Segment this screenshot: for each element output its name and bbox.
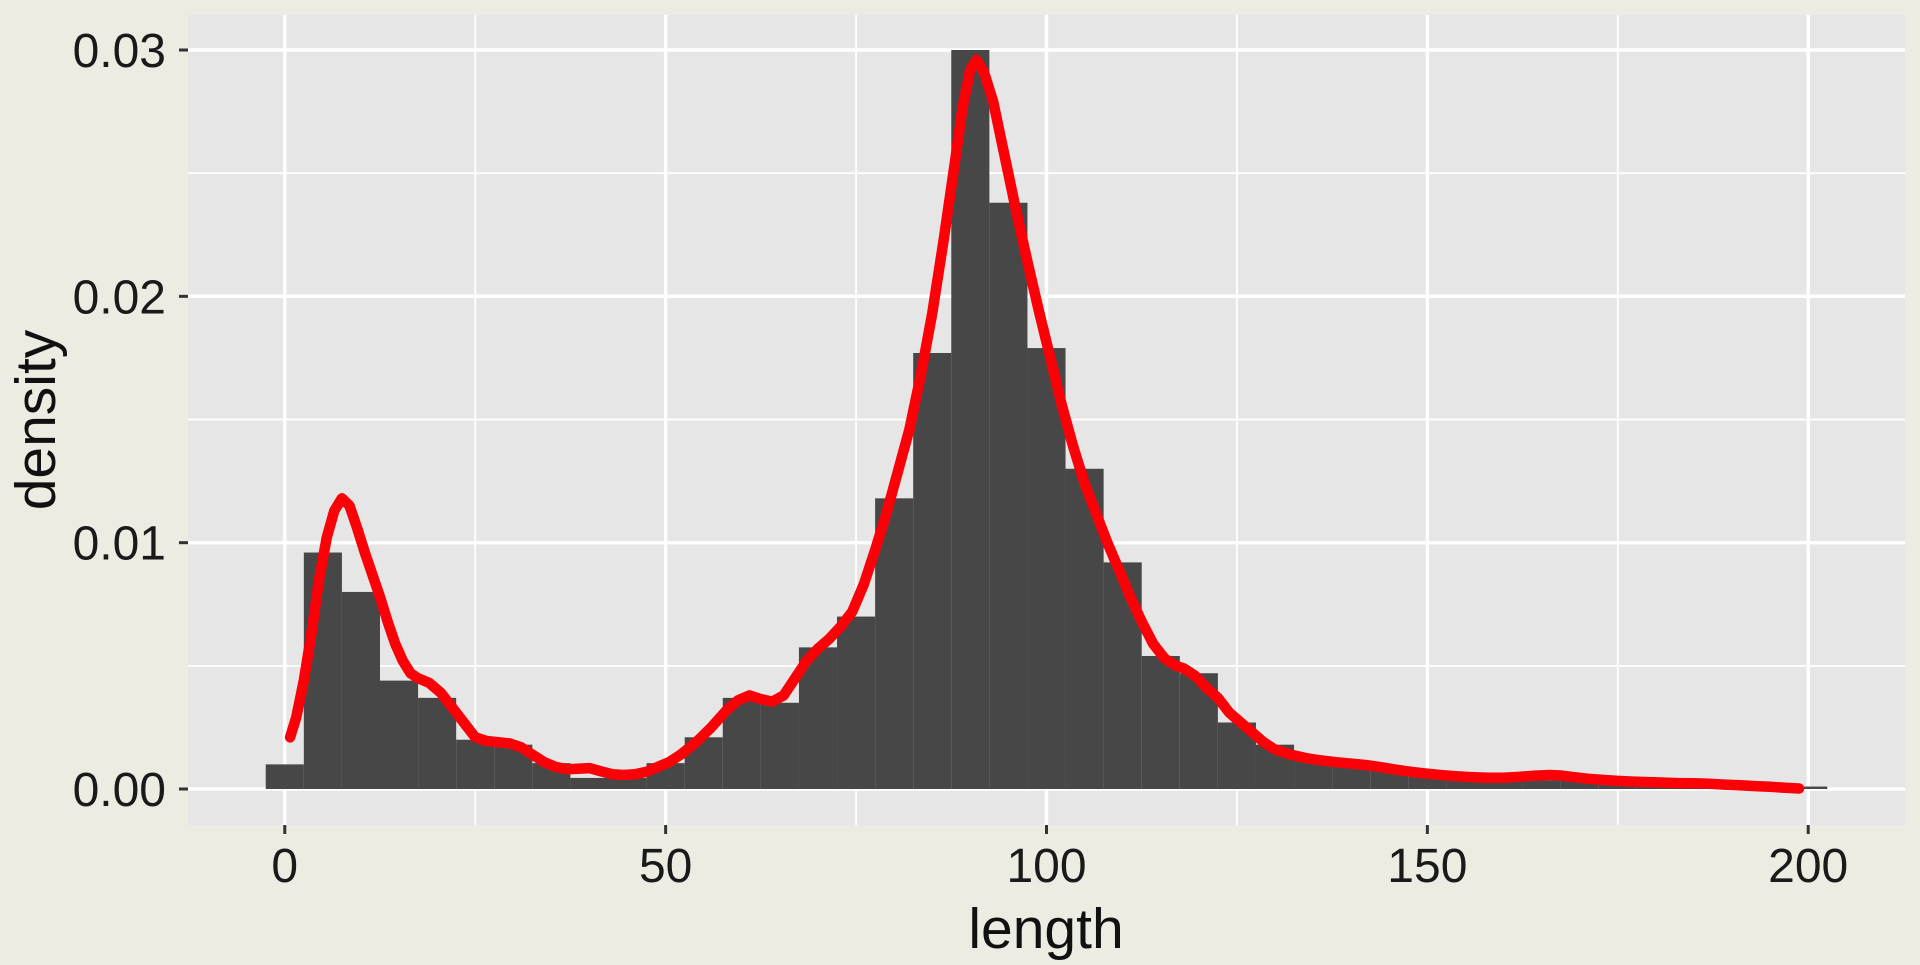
histogram-bar: [1141, 655, 1180, 790]
density-curve: [284, 54, 1805, 794]
histogram-bar: [1789, 786, 1828, 790]
y-tick-label: 0.02: [73, 271, 166, 324]
y-tick-labels: 0.00 0.01 0.02 0.03: [73, 25, 166, 817]
histogram-bar: [1484, 779, 1523, 790]
x-tick-label: 150: [1387, 840, 1467, 893]
x-tick-labels: 0 50 100 150 200: [271, 840, 1848, 893]
x-axis-title: length: [968, 897, 1123, 960]
axis-tick-marks: [179, 48, 1810, 834]
histogram-bar: [1560, 780, 1599, 790]
histogram-bar: [1103, 562, 1142, 790]
x-tick-label: 100: [1006, 840, 1086, 893]
histogram-bar: [265, 764, 304, 790]
histogram-bars: [265, 50, 1828, 790]
y-tick-label: 0.03: [73, 25, 166, 78]
histogram-bar: [1522, 780, 1561, 790]
histogram-bar: [608, 777, 647, 790]
histogram-bar: [1446, 779, 1485, 790]
histogram-bar: [379, 680, 419, 790]
histogram-bar: [341, 591, 380, 790]
histogram-bar: [418, 697, 457, 790]
x-tick-label: 0: [271, 840, 298, 893]
x-tick-label: 50: [639, 840, 692, 893]
histogram-bar: [913, 352, 952, 790]
histogram-bar: [570, 777, 609, 790]
histogram-bar: [760, 702, 799, 790]
histogram-bar: [456, 739, 495, 790]
histogram-bar: [989, 202, 1028, 790]
y-tick-label: 0.01: [73, 518, 166, 571]
y-tick-label: 0.00: [73, 764, 166, 817]
y-axis-title: density: [4, 329, 68, 510]
x-tick-label: 200: [1768, 840, 1848, 893]
histogram-bar: [1027, 348, 1066, 790]
histogram-bar: [837, 616, 876, 790]
